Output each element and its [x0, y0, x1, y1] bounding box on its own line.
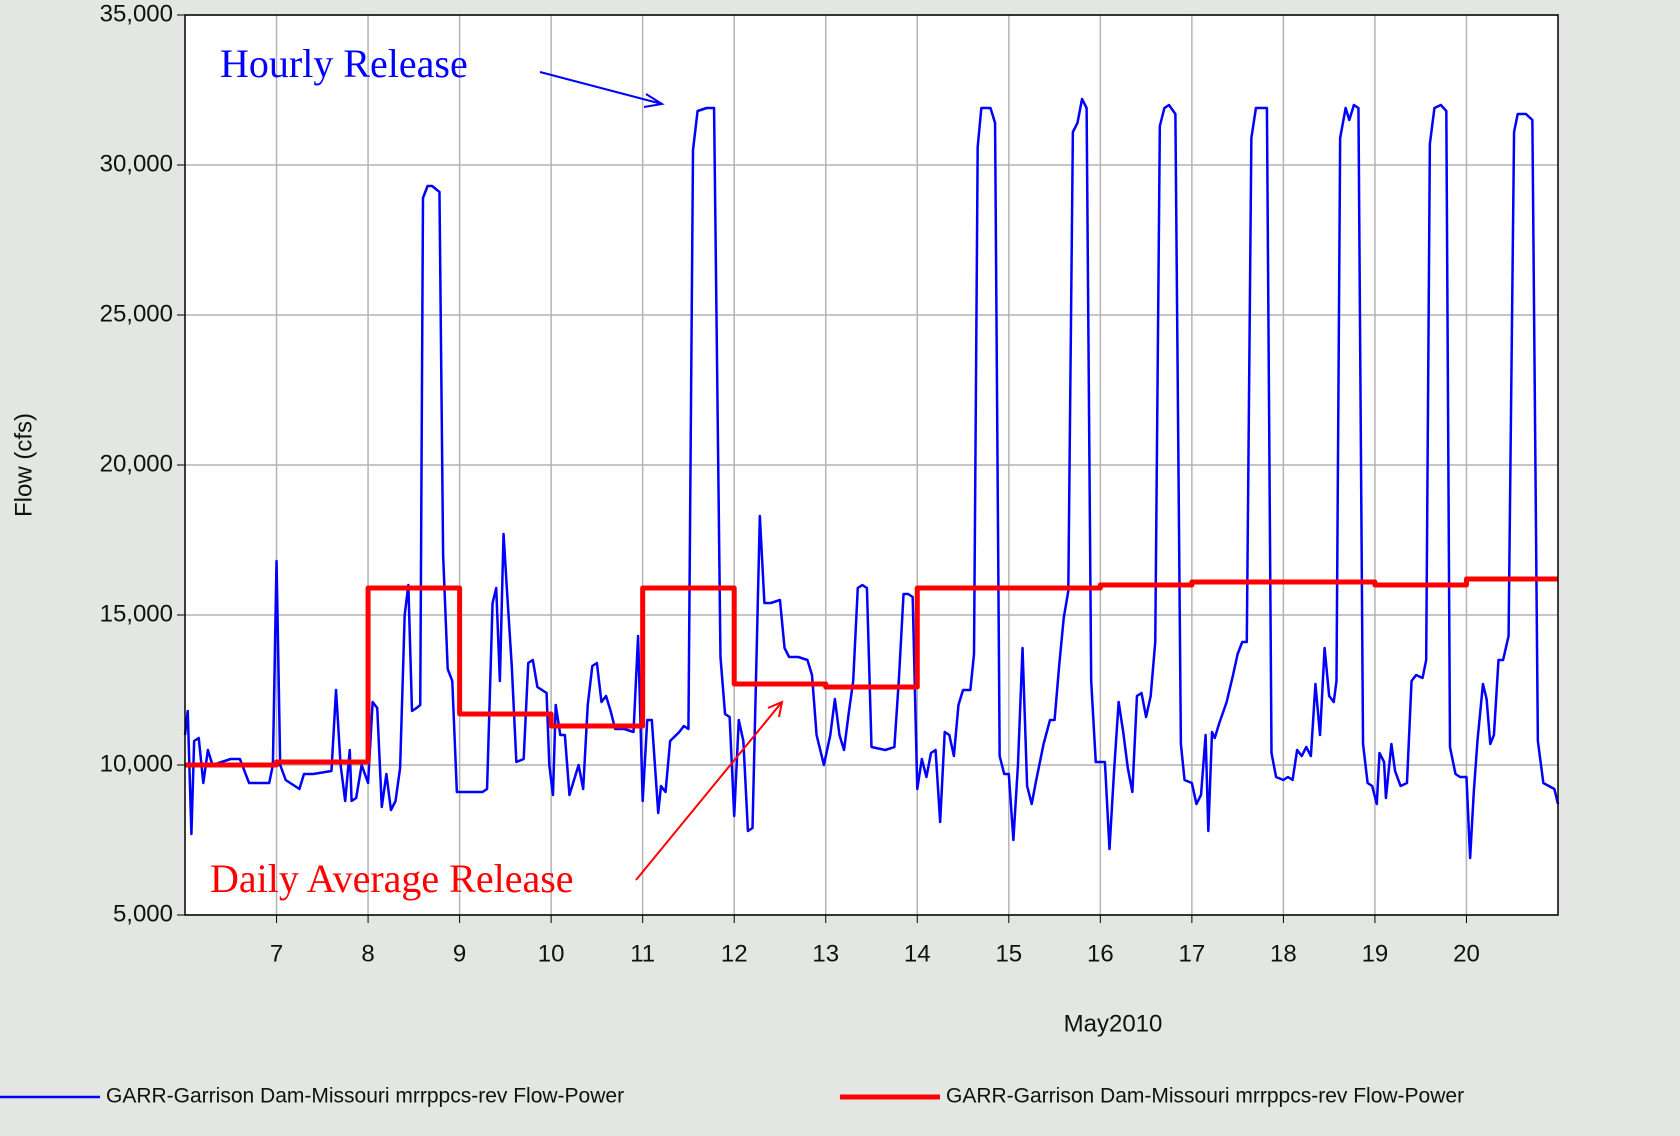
x-tick-label: 14	[904, 940, 931, 967]
y-tick-label: 20,000	[100, 450, 173, 477]
x-tick-label: 7	[270, 940, 283, 967]
legend-label: GARR-Garrison Dam-Missouri mrrppcs-rev F…	[106, 1085, 624, 1108]
y-tick-label: 5,000	[113, 900, 173, 927]
series-line	[185, 576, 1558, 768]
y-tick-label: 10,000	[100, 750, 173, 777]
x-tick-label: 9	[453, 940, 466, 967]
x-tick-label: 12	[721, 940, 748, 967]
x-tick-label: 15	[995, 940, 1022, 967]
x-axis-label: May2010	[1064, 1010, 1163, 1037]
y-tick-label: 35,000	[100, 0, 173, 27]
x-tick-label: 17	[1179, 940, 1206, 967]
series-line	[183, 97, 1560, 860]
x-tick-label: 13	[812, 940, 839, 967]
annotation: Daily Average Release	[210, 856, 574, 901]
y-tick-label: 25,000	[100, 300, 173, 327]
plot-frame	[184, 14, 1559, 916]
x-tick-label: 10	[538, 940, 565, 967]
annotation-arrow	[635, 700, 784, 881]
y-tick-label: 30,000	[100, 150, 173, 177]
y-tick-label: 15,000	[100, 600, 173, 627]
x-tick-label: 8	[361, 940, 374, 967]
annotation: Hourly Release	[220, 41, 468, 86]
y-axis-label: Flow (cfs)	[10, 413, 37, 517]
x-tick-label: 19	[1362, 940, 1389, 967]
x-tick-label: 16	[1087, 940, 1114, 967]
x-tick-label: 18	[1270, 940, 1297, 967]
legend-label: GARR-Garrison Dam-Missouri mrrppcs-rev F…	[946, 1085, 1464, 1108]
x-tick-label: 11	[630, 940, 655, 967]
x-tick-label: 20	[1453, 940, 1480, 967]
annotation-arrow	[539, 71, 665, 108]
